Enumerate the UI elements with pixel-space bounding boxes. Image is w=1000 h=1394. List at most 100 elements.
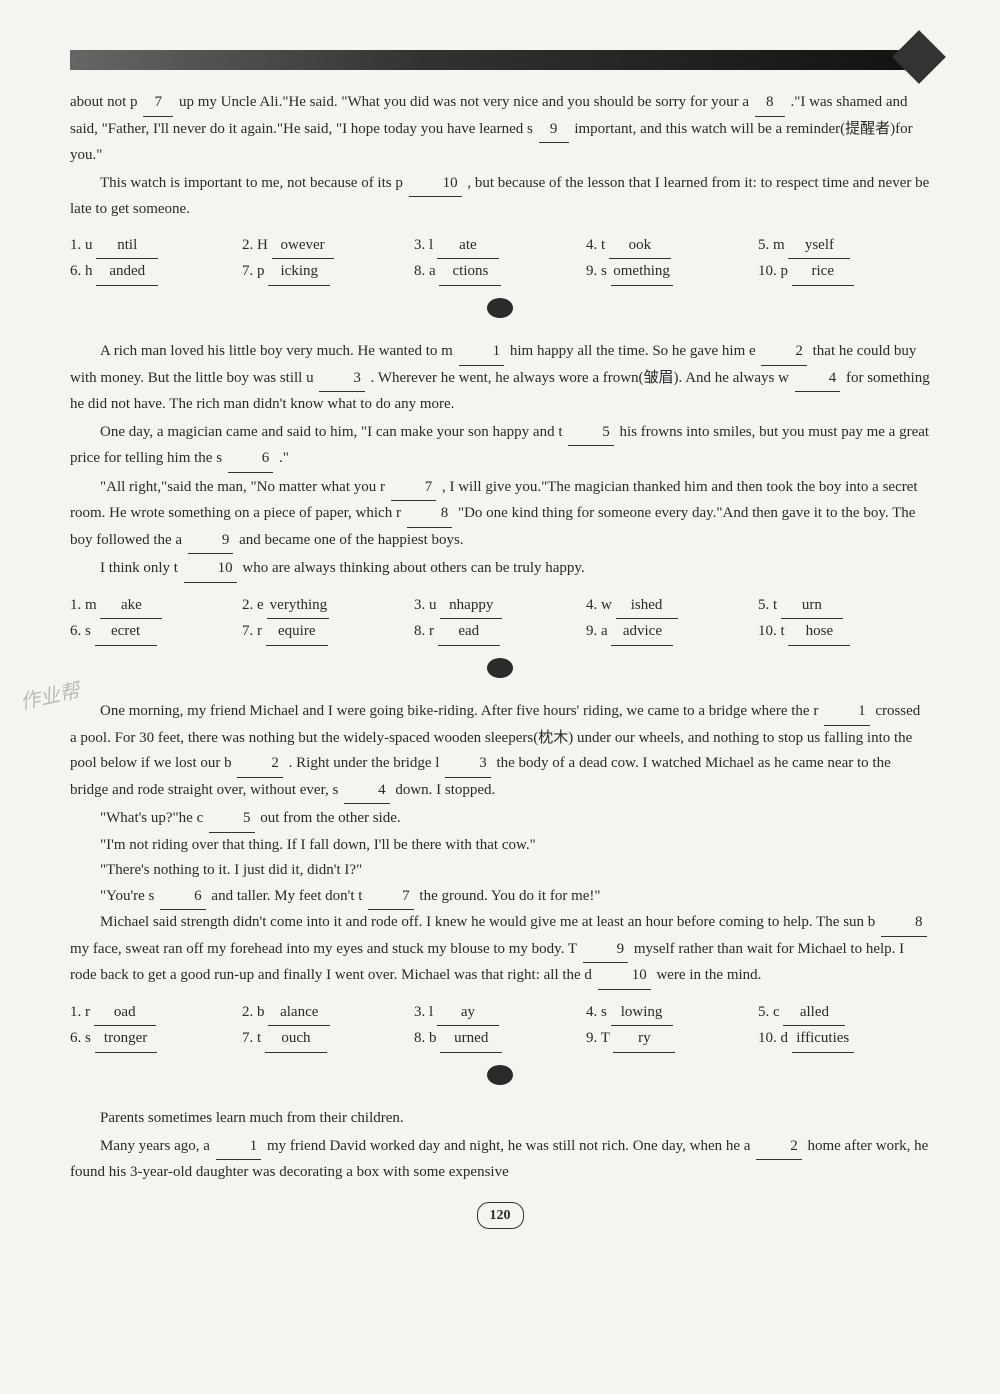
para-a-1: about not p 7 up my Uncle Ali."He said. …: [70, 90, 930, 169]
answer-blank: owever: [272, 233, 334, 260]
answer-blank: yself: [788, 233, 850, 260]
answer-blank: ifficuties: [792, 1026, 854, 1053]
para-c-4: "There's nothing to it. I just did it, d…: [70, 858, 930, 884]
header-icon: [892, 30, 946, 84]
answer-blank: anded: [96, 259, 158, 286]
answers-a: 1. u ntil2. H owever3. l ate4. t ook5. m…: [70, 233, 930, 286]
answer-blank: verything: [267, 593, 329, 620]
answer-item: 6. h anded: [70, 259, 242, 286]
answer-blank: ay: [437, 1000, 499, 1027]
blank: 8: [881, 910, 927, 937]
answers-b: 1. m ake2. e verything3. u nhappy4. w is…: [70, 593, 930, 646]
answer-blank: equire: [266, 619, 328, 646]
answer-item: 2. H owever: [242, 233, 414, 260]
para-c-3: "I'm not riding over that thing. If I fa…: [70, 833, 930, 859]
answer-blank: urn: [781, 593, 843, 620]
answer-blank: ished: [616, 593, 678, 620]
page-number: 120: [70, 1202, 930, 1230]
answer-item: 9. T ry: [586, 1026, 758, 1053]
para-b-3: "All right,"said the man, "No matter wha…: [70, 475, 930, 555]
answer-item: 5. t urn: [758, 593, 930, 620]
blank: 5: [568, 420, 614, 447]
blank: 2: [237, 751, 283, 778]
blank: 9: [583, 937, 629, 964]
blank: 5: [209, 806, 255, 833]
answer-item: 3. l ate: [414, 233, 586, 260]
para-c-5: "You're s 6 and taller. My feet don't t …: [70, 884, 930, 911]
blank: 4: [795, 366, 841, 393]
para-b-4: I think only t 10 who are always thinkin…: [70, 556, 930, 583]
blank: 9: [539, 117, 569, 144]
para-b-1: A rich man loved his little boy very muc…: [70, 339, 930, 418]
answer-item: 9. a advice: [586, 619, 758, 646]
section-divider-3: [70, 1065, 930, 1095]
answer-item: 8. a ctions: [414, 259, 586, 286]
divider-dot-icon: [487, 658, 513, 678]
answer-item: 1. m ake: [70, 593, 242, 620]
answer-blank: ctions: [439, 259, 501, 286]
answer-blank: nhappy: [440, 593, 502, 620]
answer-blank: lowing: [611, 1000, 673, 1027]
answer-item: 9. s omething: [586, 259, 758, 286]
para-c-1: One morning, my friend Michael and I wer…: [70, 699, 930, 804]
answer-blank: ouch: [265, 1026, 327, 1053]
answer-item: 5. m yself: [758, 233, 930, 260]
blank: 7: [143, 90, 173, 117]
para-a-2: This watch is important to me, not becau…: [70, 171, 930, 223]
answer-item: 2. b alance: [242, 1000, 414, 1027]
para-b-2: One day, a magician came and said to him…: [70, 420, 930, 473]
para-d-1: Parents sometimes learn much from their …: [70, 1106, 930, 1132]
section-divider-1: [70, 298, 930, 328]
answer-blank: ecret: [95, 619, 157, 646]
blank: 6: [160, 884, 206, 911]
answer-item: 10. p rice: [758, 259, 930, 286]
answer-blank: hose: [788, 619, 850, 646]
answer-item: 7. p icking: [242, 259, 414, 286]
blank: 10: [184, 556, 237, 583]
answer-blank: ate: [437, 233, 499, 260]
answer-item: 6. s ecret: [70, 619, 242, 646]
section-d: Parents sometimes learn much from their …: [70, 1106, 930, 1186]
blank: 1: [824, 699, 870, 726]
answer-blank: rice: [792, 259, 854, 286]
blank: 1: [459, 339, 505, 366]
answer-item: 5. c alled: [758, 1000, 930, 1027]
blank: 7: [391, 475, 437, 502]
divider-dot-icon: [487, 298, 513, 318]
section-c: One morning, my friend Michael and I wer…: [70, 699, 930, 1053]
answer-item: 3. u nhappy: [414, 593, 586, 620]
blank: 6: [228, 446, 274, 473]
answer-blank: alance: [268, 1000, 330, 1027]
divider-dot-icon: [487, 1065, 513, 1085]
blank: 7: [368, 884, 414, 911]
blank: 2: [761, 339, 807, 366]
answer-item: 7. r equire: [242, 619, 414, 646]
para-c-2: "What's up?"he c 5 out from the other si…: [70, 806, 930, 833]
answer-item: 3. l ay: [414, 1000, 586, 1027]
answer-blank: ry: [613, 1026, 675, 1053]
section-b: A rich man loved his little boy very muc…: [70, 339, 930, 646]
answer-blank: icking: [268, 259, 330, 286]
answer-item: 4. w ished: [586, 593, 758, 620]
answer-blank: ead: [438, 619, 500, 646]
para-d-2: Many years ago, a 1 my friend David work…: [70, 1134, 930, 1186]
section-divider-2: [70, 658, 930, 688]
blank: 10: [598, 963, 651, 990]
answer-blank: urned: [440, 1026, 502, 1053]
answer-item: 8. r ead: [414, 619, 586, 646]
answer-item: 2. e verything: [242, 593, 414, 620]
blank: 4: [344, 778, 390, 805]
header-bar: [70, 50, 930, 70]
answer-item: 4. t ook: [586, 233, 758, 260]
answers-c: 1. r oad2. b alance3. l ay4. s lowing5. …: [70, 1000, 930, 1053]
para-c-6: Michael said strength didn't come into i…: [70, 910, 930, 990]
blank: 8: [755, 90, 785, 117]
answer-item: 4. s lowing: [586, 1000, 758, 1027]
blank: 8: [407, 501, 453, 528]
answer-item: 6. s tronger: [70, 1026, 242, 1053]
answer-item: 1. r oad: [70, 1000, 242, 1027]
blank: 2: [756, 1134, 802, 1161]
answer-blank: advice: [611, 619, 673, 646]
answer-blank: ntil: [96, 233, 158, 260]
blank: 1: [216, 1134, 262, 1161]
